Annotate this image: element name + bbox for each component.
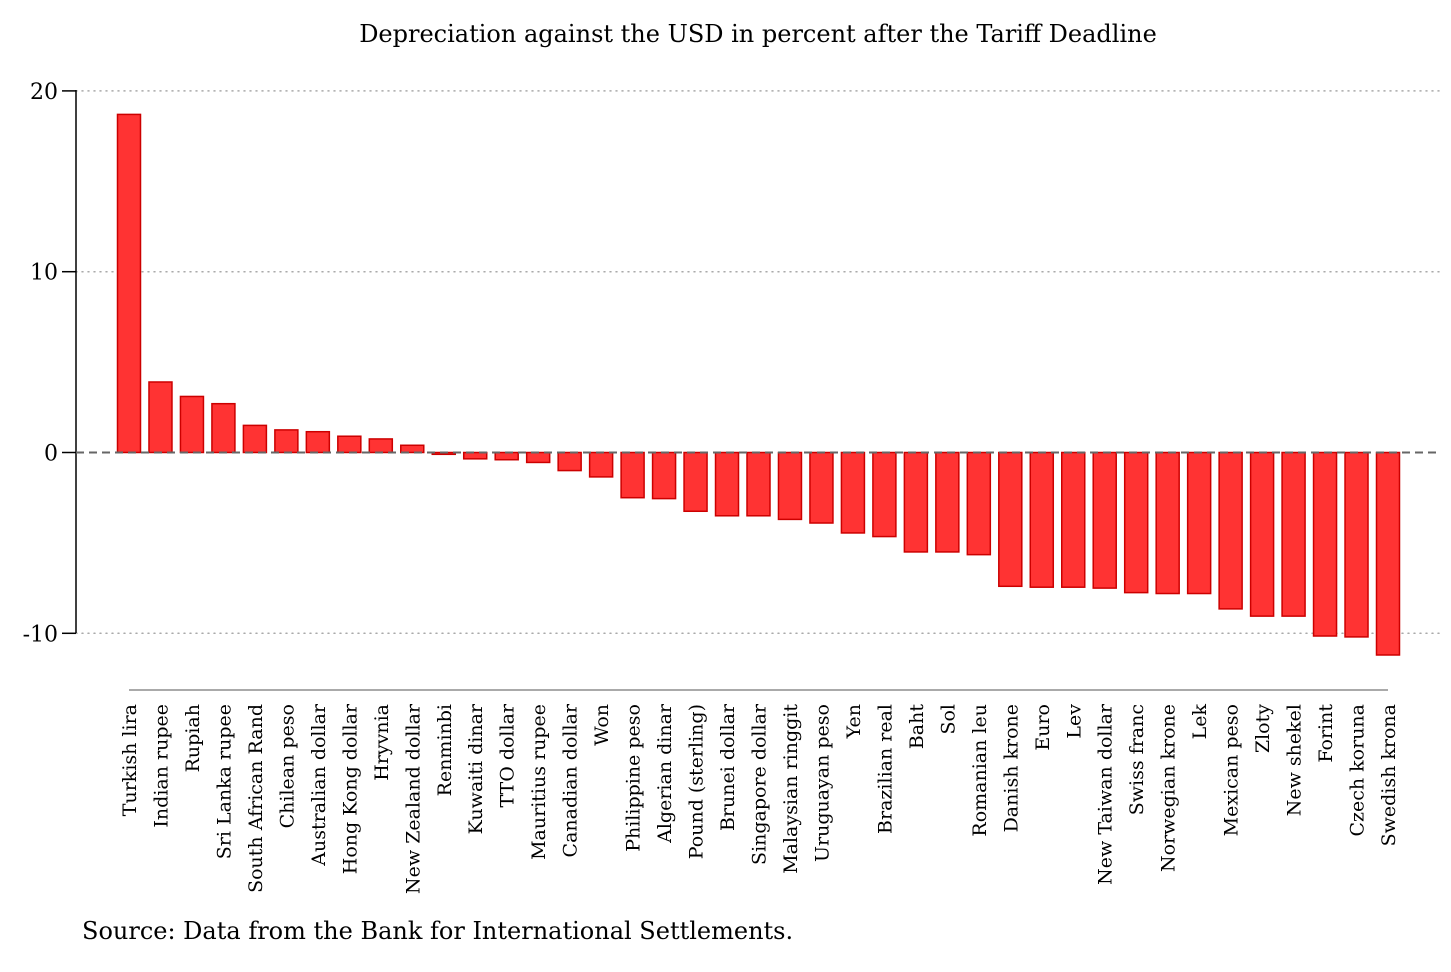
bar [872, 451, 897, 538]
x-tick-label: Baht [906, 704, 928, 750]
y-tick-label: 10 [30, 261, 58, 286]
bar [966, 451, 992, 556]
x-tick-label: Malaysian ringgit [780, 704, 802, 874]
y-tick-label: 20 [30, 80, 58, 105]
x-tick-label: Zloty [1252, 704, 1274, 753]
x-tick-label: Brunei dollar [717, 703, 739, 831]
bar [557, 451, 582, 472]
x-tick-label: Hryvnia [371, 704, 393, 781]
bar [525, 451, 551, 464]
x-tick-label: Mexican peso [1221, 704, 1243, 836]
x-tick-label: Czech koruna [1347, 704, 1369, 837]
x-tick-label: Chilean peso [276, 704, 298, 828]
bar [274, 429, 299, 454]
bar [746, 451, 771, 517]
x-tick-label: Hong Kong dollar [339, 703, 361, 874]
bar [903, 451, 929, 553]
x-tick-label: Lev [1063, 704, 1085, 739]
bar [998, 451, 1023, 588]
chart-title: Depreciation against the USD in percent … [359, 20, 1157, 48]
x-tick-label: Pound (sterling) [686, 704, 708, 859]
bar [462, 451, 488, 460]
x-tick-label: Rupiah [182, 704, 204, 772]
bar [1029, 451, 1055, 588]
bar [840, 451, 866, 534]
x-tick-label: Forint [1315, 704, 1337, 763]
bar [1186, 451, 1212, 595]
source-note: Source: Data from the Bank for Internati… [82, 917, 793, 945]
bar [242, 424, 268, 454]
x-tick-label: TTO dollar [497, 703, 519, 807]
bar [1281, 451, 1306, 617]
x-tick-label: Kuwaiti dinar [465, 703, 487, 834]
bars [116, 113, 1401, 656]
x-tick-label: Uruguayan peso [811, 704, 833, 862]
bar [935, 451, 960, 553]
bar [1155, 451, 1180, 595]
x-tick-label: Romanian leu [969, 704, 991, 837]
x-tick-label: New Taiwan dollar [1095, 703, 1117, 885]
bar [1375, 451, 1401, 656]
x-tick-label: Swiss franc [1126, 704, 1148, 815]
bar [809, 451, 834, 524]
bar [714, 451, 740, 517]
bar [1249, 451, 1275, 617]
bar [1312, 451, 1338, 637]
x-axis-ticks: Turkish lira Indian rupee Rupiah Sri Lanka … [119, 703, 1400, 894]
x-tick-label: Singapore dollar [749, 703, 771, 865]
bar [211, 402, 236, 454]
bar [494, 451, 519, 461]
x-tick-label: Yen [843, 704, 865, 739]
bar [588, 451, 614, 478]
bar [1061, 451, 1086, 588]
bar [305, 430, 331, 454]
bar [620, 451, 645, 499]
x-tick-label: Brazilian real [874, 704, 896, 834]
bar [116, 113, 142, 454]
x-tick-label: Philippine peso [623, 704, 645, 852]
y-tick-label: 0 [44, 442, 58, 467]
bar [777, 451, 803, 521]
x-tick-label: Renminbi [434, 704, 456, 796]
x-tick-label: Canadian dollar [560, 703, 582, 857]
x-tick-label: Lek [1189, 704, 1211, 740]
x-tick-label: Sri Lanka rupee [213, 704, 235, 859]
y-axis-ticks: 20 10 0 -10 [23, 80, 76, 647]
x-tick-label: Turkish lira [119, 704, 141, 816]
bar [1123, 451, 1149, 594]
bar [1092, 451, 1117, 589]
y-tick-label: -10 [23, 622, 58, 647]
x-tick-label: Swedish krona [1378, 704, 1400, 846]
x-tick-label: South African Rand [245, 704, 267, 893]
bar [148, 381, 173, 454]
gridlines [75, 90, 1441, 635]
bar [368, 438, 394, 454]
x-tick-label: Danish krone [1000, 704, 1022, 832]
bar [400, 444, 425, 454]
x-tick-label: New Zealand dollar [402, 703, 424, 894]
x-tick-label: Norwegian krone [1158, 704, 1180, 872]
x-tick-label: Euro [1032, 704, 1054, 751]
bar [179, 395, 205, 454]
x-tick-label: Won [591, 704, 613, 746]
x-tick-label: Australian dollar [308, 703, 330, 867]
x-tick-label: Algerian dinar [654, 703, 676, 844]
bar [1218, 451, 1243, 610]
bar [337, 435, 362, 454]
bar [1344, 451, 1369, 638]
x-tick-label: Mauritius rupee [528, 704, 550, 860]
x-tick-label: Sol [937, 704, 959, 735]
bar [683, 451, 708, 513]
bar [651, 451, 677, 500]
x-tick-label: New shekel [1284, 704, 1306, 816]
x-tick-label: Indian rupee [150, 704, 172, 828]
